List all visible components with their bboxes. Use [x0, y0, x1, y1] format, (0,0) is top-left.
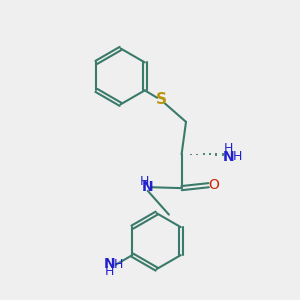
Text: N: N [142, 180, 154, 194]
Text: H: H [113, 258, 123, 271]
Text: H: H [105, 265, 114, 278]
Text: O: O [208, 178, 219, 192]
Text: N: N [103, 257, 115, 271]
Text: S: S [155, 92, 167, 107]
Text: H: H [232, 150, 242, 163]
Text: H: H [140, 176, 149, 188]
Text: N: N [223, 150, 235, 164]
Text: H: H [224, 142, 233, 155]
